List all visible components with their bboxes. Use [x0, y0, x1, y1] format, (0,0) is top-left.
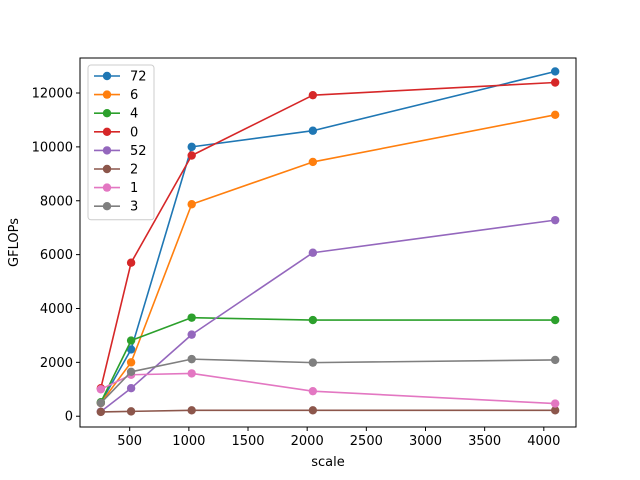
legend-marker	[102, 90, 112, 99]
x-tick-label: 3500	[468, 434, 501, 449]
y-tick-label: 0	[65, 410, 73, 425]
data-point	[187, 151, 196, 160]
legend-marker	[102, 183, 112, 192]
legend-label: 3	[130, 200, 138, 215]
x-tick-label: 1000	[172, 434, 205, 449]
data-point	[308, 406, 318, 415]
y-axis: 0 2000 4000 6000 8000 10000 12000	[32, 87, 80, 425]
data-point	[126, 367, 136, 376]
legend-item: 4	[94, 107, 138, 122]
data-point	[126, 345, 136, 354]
data-point	[308, 248, 318, 257]
legend-marker	[102, 146, 112, 155]
legend-item: 2	[94, 163, 138, 178]
data-point	[550, 406, 560, 415]
data-point	[187, 406, 196, 415]
data-point	[308, 90, 318, 100]
series-2	[96, 406, 560, 417]
legend-label: 52	[130, 144, 147, 159]
data-point	[550, 355, 560, 365]
y-tick-label: 4000	[40, 302, 73, 317]
series-layer	[96, 67, 560, 417]
data-point	[550, 315, 560, 325]
data-point	[126, 384, 136, 393]
x-axis-label: scale	[311, 455, 345, 470]
legend-item: 3	[94, 200, 138, 215]
data-point	[550, 110, 560, 120]
legend-item: 0	[94, 125, 138, 140]
data-point	[126, 407, 136, 416]
x-tick-label: 500	[117, 434, 142, 449]
x-tick-label: 2000	[291, 434, 324, 449]
data-point	[96, 398, 106, 408]
data-point	[187, 330, 196, 339]
data-point	[187, 142, 196, 152]
data-point	[308, 358, 318, 367]
y-tick-label: 10000	[32, 140, 73, 155]
y-tick-label: 6000	[40, 248, 73, 263]
plot-border	[79, 57, 577, 428]
legend-item: 1	[94, 181, 138, 196]
legend-marker	[102, 127, 112, 136]
legend-marker	[102, 71, 112, 81]
legend-item: 72	[94, 70, 147, 85]
data-point	[550, 215, 560, 225]
legend-label: 4	[130, 107, 138, 122]
legend-label: 1	[130, 181, 138, 196]
data-point	[550, 67, 560, 76]
legend: 72 6 4 0 52 2 1 3	[87, 64, 155, 221]
data-point	[187, 369, 196, 378]
legend-marker	[102, 202, 112, 211]
data-point	[308, 157, 318, 167]
x-tick-label: 4000	[527, 434, 560, 449]
data-point	[187, 313, 196, 322]
data-point	[96, 385, 106, 394]
legend-label: 6	[130, 88, 138, 103]
data-point	[187, 200, 196, 209]
data-point	[126, 258, 136, 267]
legend-marker	[102, 109, 112, 118]
x-tick-label: 1500	[231, 434, 264, 449]
legend-label: 72	[130, 70, 147, 85]
data-point	[550, 78, 560, 87]
y-tick-label: 12000	[32, 87, 73, 102]
data-point	[126, 336, 136, 345]
y-tick-label: 2000	[40, 356, 73, 371]
data-point	[126, 358, 136, 367]
x-tick-label: 2500	[350, 434, 383, 449]
legend-marker	[102, 164, 112, 174]
legend-box	[87, 64, 155, 221]
data-point	[550, 399, 560, 408]
legend-label: 0	[130, 125, 138, 140]
data-point	[308, 315, 318, 325]
data-point	[308, 386, 318, 396]
y-tick-label: 8000	[40, 194, 73, 209]
series-72	[96, 67, 560, 407]
data-point	[308, 126, 318, 135]
data-point	[187, 354, 196, 364]
x-tick-label: 3000	[409, 434, 442, 449]
legend-item: 52	[94, 144, 147, 159]
x-axis: 500 1000 1500 2000 2500 3000 3500 4000	[117, 427, 560, 449]
legend-label: 2	[130, 163, 138, 178]
series-3	[96, 354, 560, 408]
legend-item: 6	[94, 88, 138, 103]
y-axis-label: GFLOPs	[7, 218, 22, 267]
data-point	[96, 407, 106, 417]
